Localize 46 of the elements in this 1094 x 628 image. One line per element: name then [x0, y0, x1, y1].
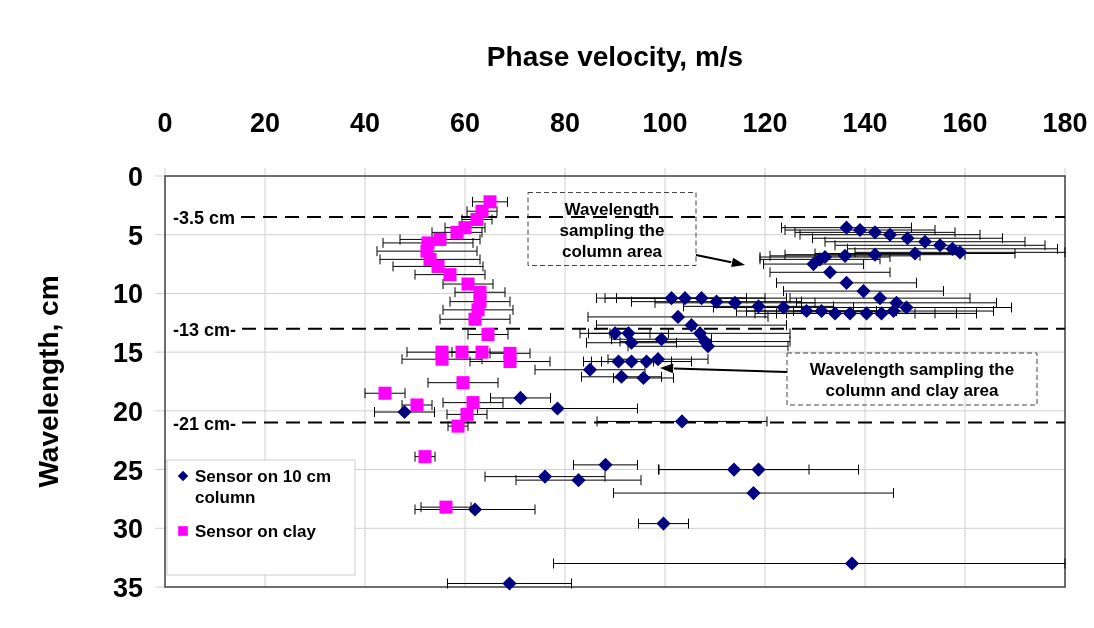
y-tick-label: 20 — [112, 396, 143, 427]
point — [461, 277, 475, 291]
x-tick-label: 60 — [449, 108, 481, 138]
y-tick-label: 30 — [112, 514, 143, 545]
x-tick-label: 120 — [742, 108, 788, 138]
y-tick-label: 25 — [112, 455, 143, 486]
y-tick-label: 5 — [127, 220, 143, 251]
x-tick-label: 80 — [549, 108, 581, 138]
point — [439, 500, 453, 514]
x-tick-label: 180 — [1042, 108, 1088, 138]
point — [466, 396, 480, 410]
y-tick-label: 35 — [112, 573, 143, 603]
point — [443, 268, 457, 282]
point — [451, 419, 465, 433]
point — [455, 345, 469, 359]
y-tick-label: 0 — [127, 162, 143, 192]
point — [418, 450, 432, 464]
point — [470, 212, 484, 226]
annotation: Wavelength sampling the column and clay area — [809, 360, 1015, 400]
point — [468, 312, 482, 326]
ref-line-label: -3.5 cm — [173, 208, 236, 229]
point — [410, 398, 424, 412]
x-tick-label: 100 — [642, 108, 688, 138]
legend-label: Sensor on 10 cm column — [195, 467, 332, 507]
point — [450, 225, 464, 239]
annotation: Wavelength sampling the column area — [559, 199, 665, 261]
ref-line-label: -21 cm- — [173, 413, 237, 434]
point — [431, 259, 445, 273]
x-tick-label: 40 — [349, 108, 381, 138]
point — [456, 376, 470, 390]
legend-label: Sensor on clay — [195, 522, 317, 541]
point — [378, 386, 392, 400]
x-axis-title: Phase velocity, m/s — [486, 41, 744, 72]
x-tick-label: 160 — [942, 108, 988, 138]
x-tick-label: 140 — [842, 108, 888, 138]
y-axis-title: Wavelength, cm — [33, 275, 64, 488]
ref-line-label: -13 cm- — [173, 319, 237, 340]
y-tick-label: 10 — [112, 279, 143, 310]
x-tick-label: 20 — [249, 108, 281, 138]
point — [481, 328, 495, 342]
point — [503, 355, 517, 369]
y-tick-label: 15 — [112, 338, 143, 369]
point — [475, 345, 489, 359]
x-tick-label: 0 — [157, 108, 173, 138]
point — [460, 407, 474, 421]
point — [435, 352, 449, 366]
